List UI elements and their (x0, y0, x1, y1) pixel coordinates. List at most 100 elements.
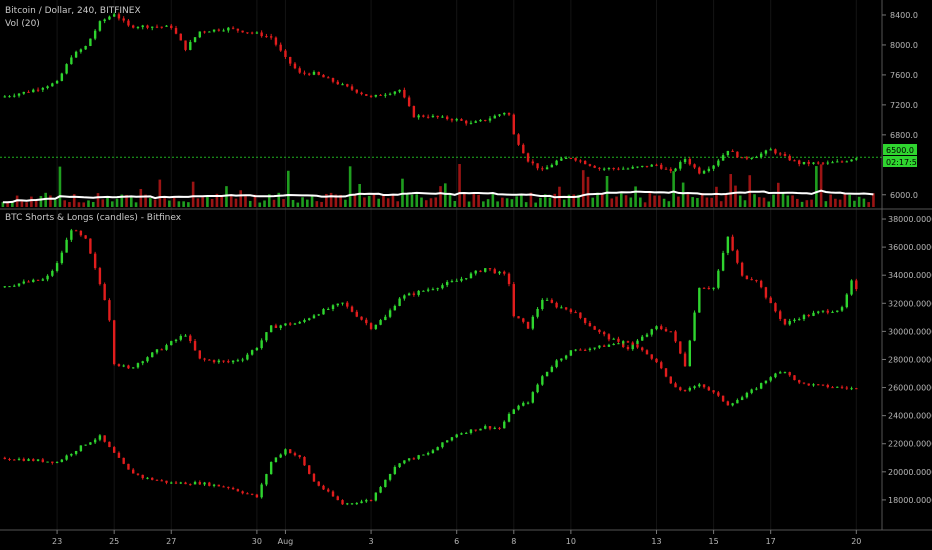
longs-candle-body (193, 341, 197, 351)
shorts-candle-body (203, 482, 206, 485)
price-candle-body (688, 159, 692, 165)
current-price-label: 6500.0 (886, 146, 914, 155)
volume-bar (329, 192, 333, 207)
volume-bar (363, 197, 366, 207)
time-tick-label: Aug (278, 537, 294, 546)
shorts-candle-body (17, 458, 21, 460)
shorts-candle-body (288, 449, 292, 454)
shorts-longs-axis-ticks[interactable]: 38000.0000 36000.0000 34000.0000 32000.0000… (882, 215, 932, 505)
price-candle-body (855, 158, 858, 160)
shorts-candle-body (759, 383, 763, 389)
shorts-longs-tick-label: 18000.0000 (888, 496, 932, 505)
longs-candle-body (160, 349, 163, 351)
shorts-candle-body (174, 482, 178, 484)
longs-candle-body (469, 273, 473, 279)
shorts-candle-body (840, 386, 844, 388)
volume-bar (263, 200, 266, 207)
longs-candle-body (593, 326, 596, 330)
price-candle-body (759, 153, 763, 158)
volume-bar (139, 188, 143, 207)
volume-bar (106, 196, 109, 207)
volume-bar (382, 194, 385, 207)
time-tick-label: 20 (851, 537, 861, 546)
longs-candle-body (165, 345, 168, 350)
price-candle-body (136, 27, 140, 29)
indicator-title[interactable]: BTC Shorts & Longs (candles) - Bitfinex (5, 213, 182, 223)
longs-candle-body (498, 271, 501, 274)
price-tick-label: 8400.0 (890, 11, 918, 20)
price-candle-body (298, 68, 301, 73)
price-tick-label: 6800.0 (890, 131, 918, 140)
price-candle-body (441, 116, 444, 118)
shorts-candle-body (631, 342, 634, 345)
longs-candle-body (374, 324, 378, 329)
longs-candle-body (327, 308, 330, 310)
shorts-candle-body (231, 487, 235, 490)
shorts-longs-pane[interactable] (3, 228, 858, 506)
longs-candle-body (712, 287, 715, 289)
shorts-candle-body (807, 383, 810, 386)
shorts-candle-body (170, 482, 173, 484)
price-candle-body (717, 160, 720, 166)
shorts-candle-body (507, 413, 511, 422)
longs-candle-body (579, 312, 582, 318)
longs-candle-body (707, 288, 711, 290)
longs-candle-body (778, 311, 782, 319)
shorts-candle-body (84, 444, 87, 446)
price-candle-body (850, 159, 853, 162)
price-candle-body (127, 20, 130, 26)
volume-indicator-label[interactable]: Vol (20) (5, 19, 40, 29)
longs-candle-body (526, 321, 530, 329)
shorts-candle-body (236, 489, 240, 492)
volume-bar (615, 196, 618, 207)
shorts-longs-tick-label: 22000.0000 (888, 440, 932, 449)
longs-candle-body (736, 250, 739, 263)
longs-candle-body (441, 285, 444, 289)
volume-bar (77, 202, 81, 207)
longs-candle-body (555, 302, 558, 308)
longs-candle-body (284, 323, 287, 326)
price-candle-body (250, 32, 254, 34)
price-candle-body (645, 165, 649, 167)
volume-bar (6, 202, 9, 207)
shorts-candle-body (831, 387, 834, 389)
volume-bar (130, 195, 133, 207)
shorts-candle-body (379, 487, 382, 493)
volume-bar (643, 202, 647, 207)
price-candle-body (526, 153, 530, 162)
shorts-candle-body (683, 390, 687, 392)
volume-bar (600, 194, 604, 207)
price-candle-body (55, 80, 59, 84)
volume-bar (101, 199, 105, 207)
shorts-candle-body (74, 450, 78, 454)
price-candle-body (465, 120, 468, 124)
volume-bar (524, 202, 528, 207)
longs-candle-body (170, 341, 173, 346)
volume-bar (391, 195, 395, 207)
price-pane[interactable] (0, 12, 882, 207)
price-candle-body (636, 166, 639, 168)
grid-lines (56, 0, 857, 530)
longs-candle-body (831, 311, 834, 313)
price-candle-body (369, 95, 373, 97)
price-candle-body (155, 26, 159, 28)
shorts-candle-body (536, 384, 539, 393)
shorts-longs-tick-label: 28000.0000 (888, 355, 932, 364)
symbol-title[interactable]: Bitcoin / Dollar, 240, BITFINEX (5, 6, 141, 16)
price-candle-body (664, 168, 668, 170)
shorts-candle-body (698, 384, 701, 387)
volume-bar (543, 194, 547, 207)
shorts-candle-body (331, 491, 335, 497)
shorts-candle-body (617, 343, 620, 345)
volume-bar (320, 201, 323, 207)
price-candle-body (617, 168, 620, 170)
price-candle-body (788, 155, 791, 161)
shorts-candle-body (455, 434, 458, 438)
longs-candle-body (255, 348, 259, 351)
longs-candle-body (422, 290, 425, 292)
shorts-candle-body (826, 385, 829, 388)
price-axis-ticks[interactable]: 8400.0 8000.0 7600.0 7200.0 6800.0 6000.0 (882, 11, 918, 200)
time-axis-ticks[interactable]: 23 25 27 30 Aug 3 6 8 10 13 15 17 20 (52, 530, 861, 546)
longs-candle-body (450, 281, 454, 283)
